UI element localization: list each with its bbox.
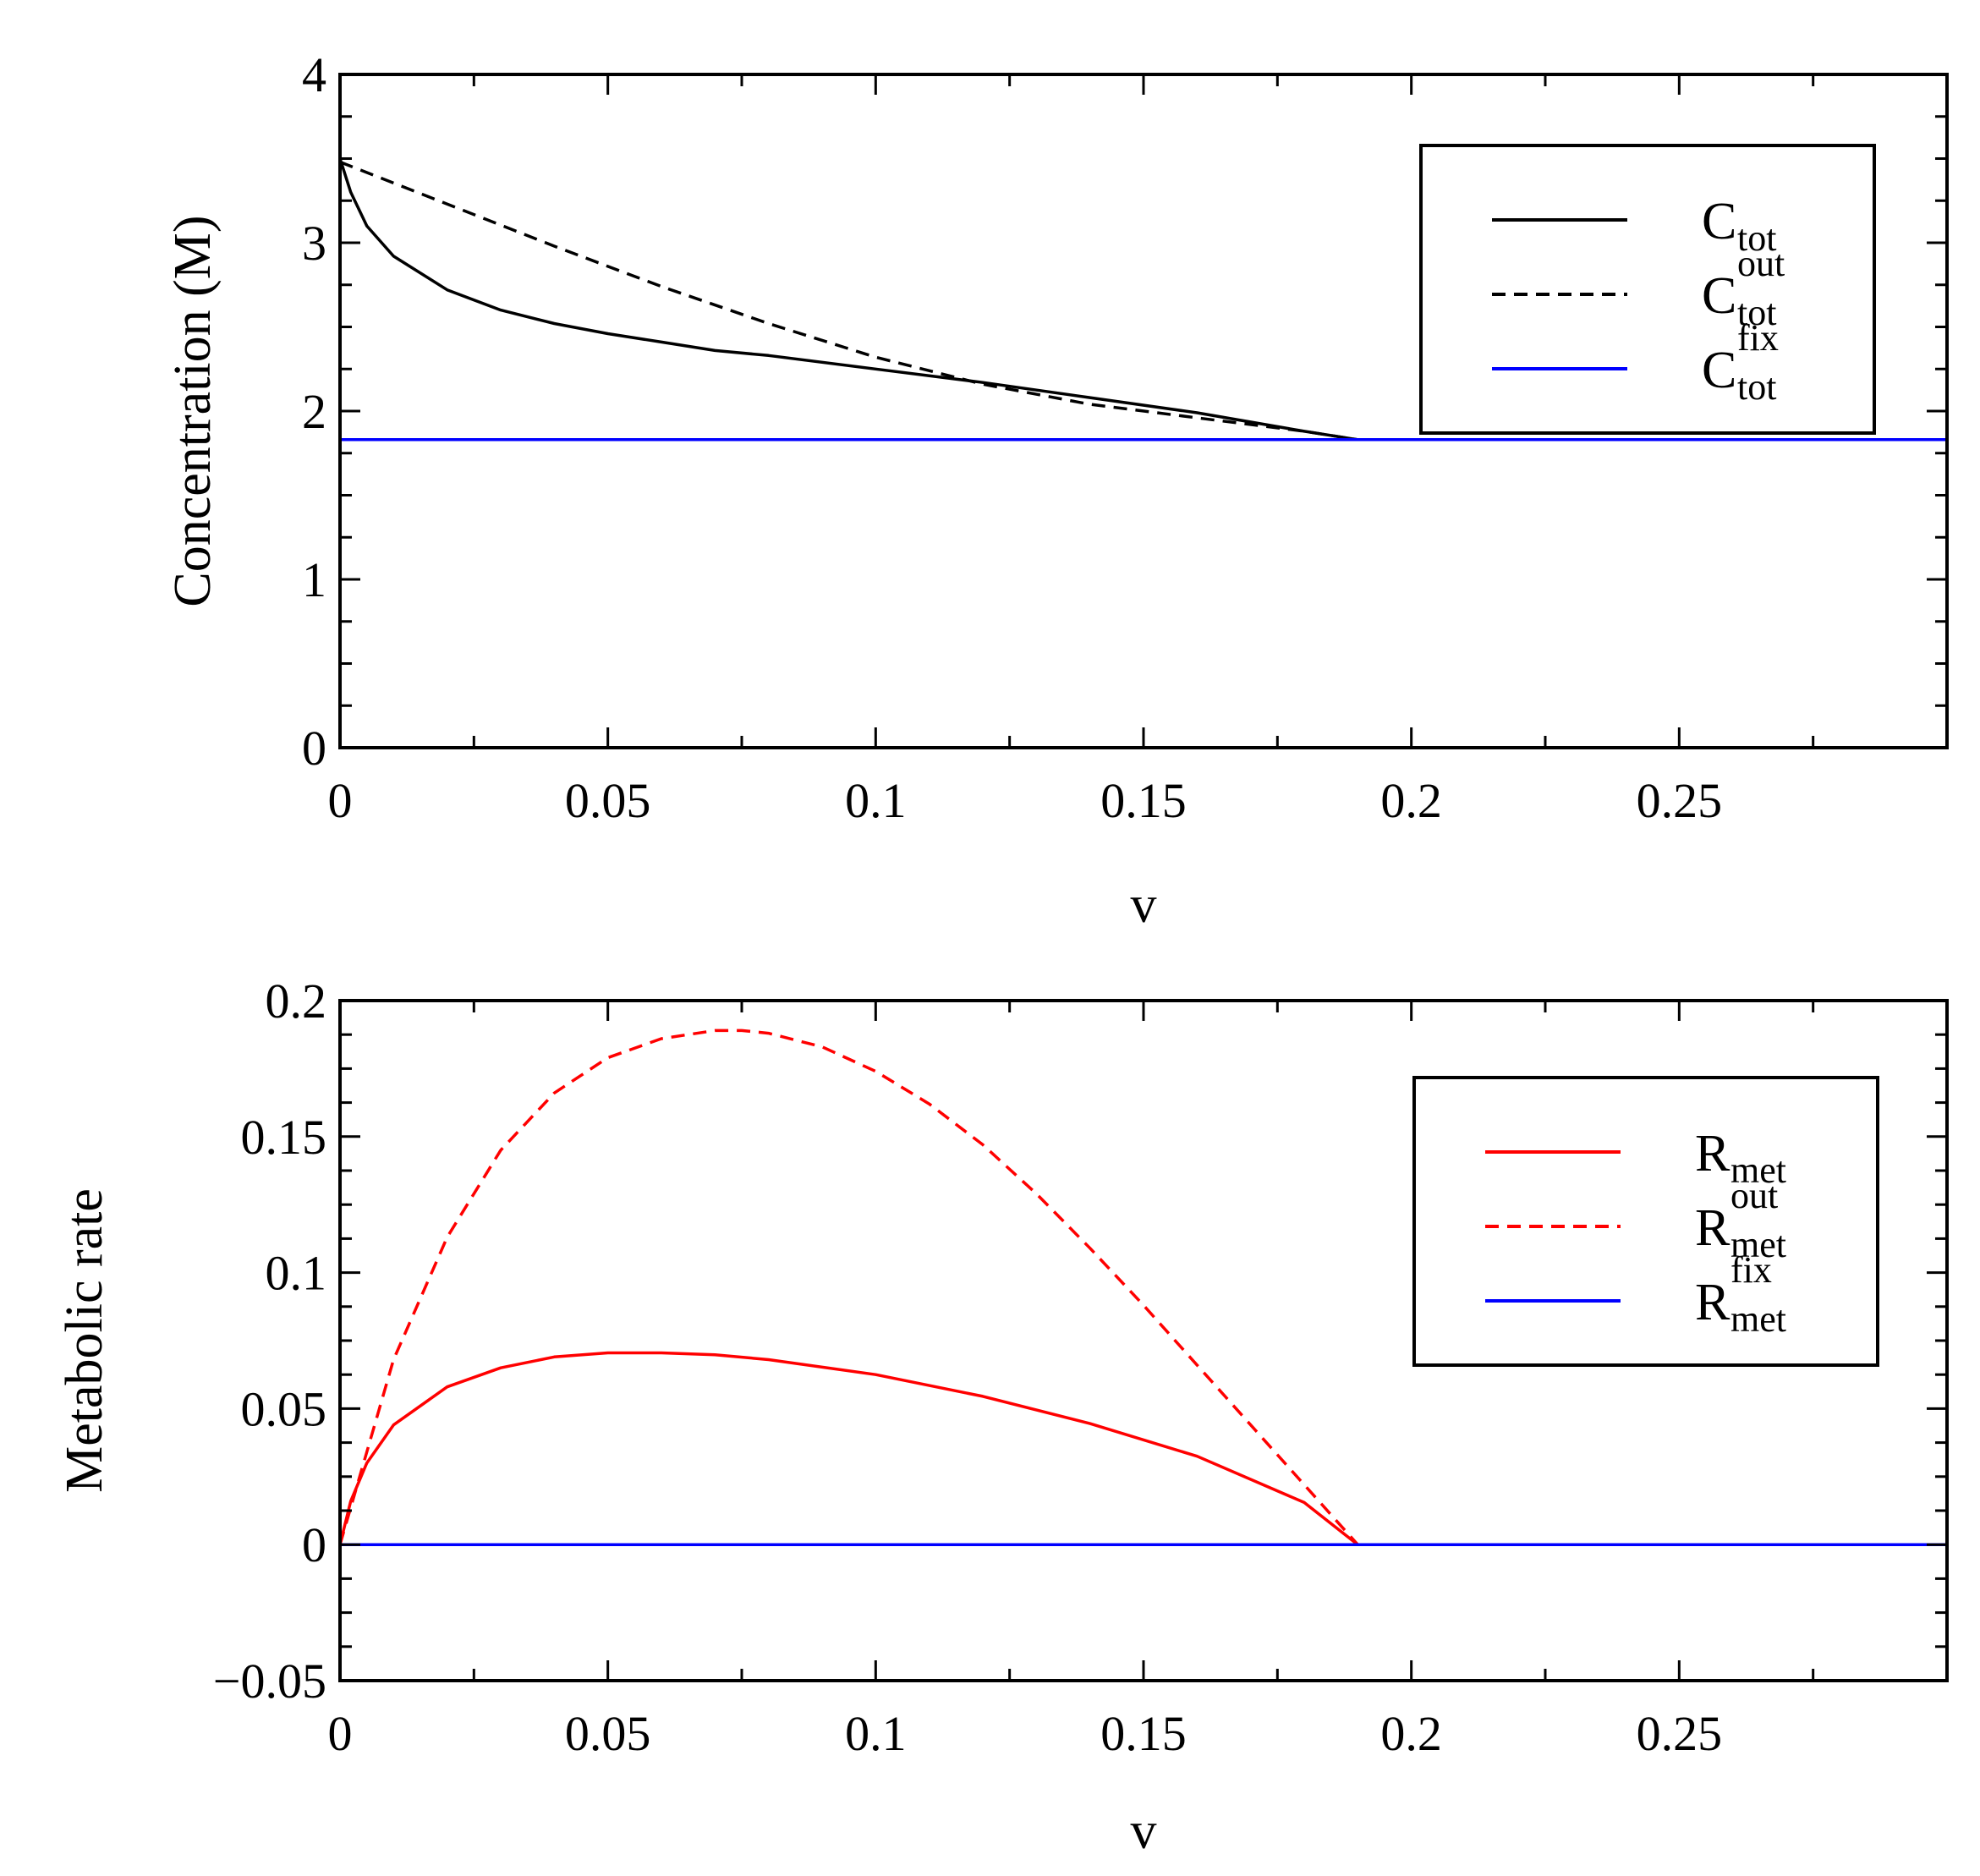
- series-line-r-met-out: [340, 1029, 1947, 1546]
- legend-label-sup: fix: [1737, 317, 1779, 359]
- legend-label-sup: out: [1737, 243, 1785, 284]
- chart-panel-2: 0 0.05 0.1 0.15 0.2 0.25−0.0500.050.10.150.2v…: [56, 974, 1949, 1860]
- x-tick-label: 0: [328, 1706, 353, 1761]
- legend-box: [1412, 1076, 1879, 1367]
- legend-label-sub: tot: [1737, 292, 1776, 333]
- x-tick-label: 0: [328, 773, 353, 828]
- legend-label-sub: tot: [1737, 366, 1776, 408]
- y-axis-label: Metabolic rate: [56, 1188, 113, 1493]
- series-group: [340, 1029, 1947, 1546]
- x-tick-label: 0.2: [1380, 1706, 1442, 1761]
- legend-label: R: [1695, 1125, 1730, 1182]
- x-tick-label: 0.15: [1100, 773, 1187, 828]
- legend-label: C: [1702, 342, 1736, 399]
- x-tick-label: 0.1: [845, 1706, 907, 1761]
- x-axis-label: v: [1131, 876, 1157, 934]
- legend-label-sub: met: [1730, 1298, 1786, 1340]
- y-tick-label: −0.05: [213, 1654, 326, 1709]
- x-tick-label: 0.25: [1637, 1706, 1723, 1761]
- legend-label-sub: met: [1730, 1149, 1786, 1191]
- y-tick-label: 0.05: [241, 1381, 327, 1436]
- legend-box: [1419, 144, 1876, 435]
- legend-label-sub: met: [1730, 1224, 1786, 1265]
- x-tick-label: 0.15: [1100, 1706, 1187, 1761]
- series-group: [340, 157, 1947, 442]
- x-tick-label: 0.25: [1637, 773, 1723, 828]
- x-tick-label: 0.05: [565, 1706, 651, 1761]
- legend-label-sub: tot: [1737, 217, 1776, 259]
- y-tick-label: 0.2: [266, 974, 327, 1029]
- y-axis-label: Concentration (M): [164, 215, 222, 606]
- y-tick-label: 0: [302, 1517, 326, 1572]
- series-line-r-met: [340, 1351, 1947, 1546]
- legend-label: C: [1702, 267, 1736, 325]
- y-tick-label: 1: [302, 552, 326, 607]
- x-tick-label: 0.1: [845, 773, 907, 828]
- legend-label: R: [1695, 1199, 1730, 1257]
- x-tick-label: 0.05: [565, 773, 651, 828]
- y-tick-label: 0.15: [241, 1110, 327, 1165]
- legend-label-sup: out: [1730, 1175, 1778, 1216]
- y-tick-label: 2: [302, 384, 326, 439]
- legend-label: C: [1702, 193, 1736, 250]
- chart-panel-1: 0 0.05 0.1 0.15 0.2 0.25 0 1 2 3 4 v Concentration (…: [164, 47, 1949, 934]
- x-axis-label: v: [1131, 1802, 1157, 1860]
- x-tick-label: 0.2: [1380, 773, 1442, 828]
- y-tick-label: 3: [302, 216, 326, 271]
- legend-label: R: [1695, 1274, 1730, 1331]
- legend-label-sup: fix: [1730, 1249, 1772, 1291]
- y-tick-label: 0.1: [266, 1246, 327, 1301]
- y-tick-label: 4: [302, 47, 326, 102]
- y-tick-label: 0: [302, 721, 326, 776]
